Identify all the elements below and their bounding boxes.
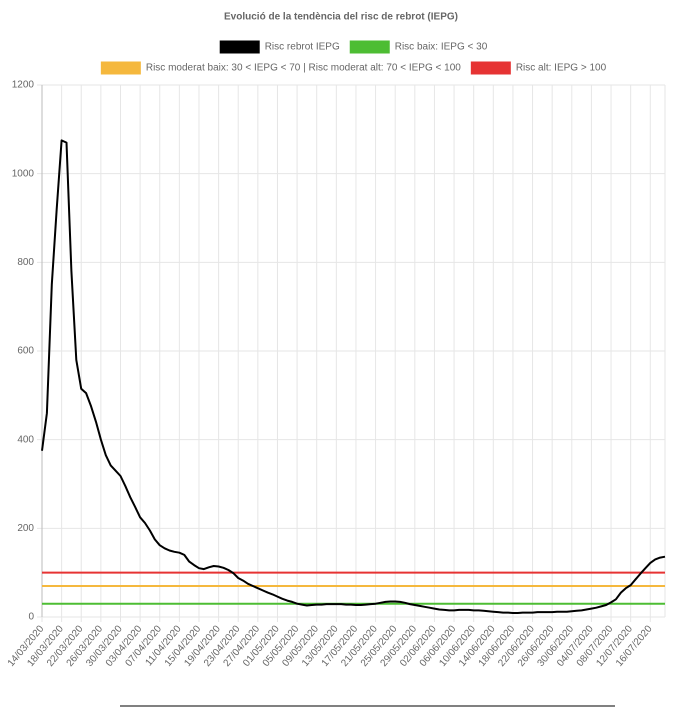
legend-swatch [100,61,141,75]
legend-label: Risc baix: IEPG < 30 [395,42,488,53]
chart-title: Evolució de la tendència del risc de reb… [224,12,458,23]
legend-label: Risc moderat baix: 30 < IEPG < 70 | Risc… [146,63,461,74]
y-tick-label: 800 [17,257,34,268]
y-tick-label: 600 [17,346,34,357]
legend-swatch [470,61,511,75]
y-tick-label: 0 [28,612,34,623]
legend-swatch [349,40,390,54]
legend-row: Risc moderat baix: 30 < IEPG < 70 | Risc… [100,61,607,75]
legend-label: Risc alt: IEPG > 100 [516,63,607,74]
y-tick-label: 200 [17,523,34,534]
legend-row: Risc rebrot IEPG Risc baix: IEPG < 30 [219,40,488,54]
y-tick-label: 1000 [12,168,35,179]
y-tick-label: 1200 [12,80,35,91]
legend-swatch [219,40,260,54]
data-line [41,139,666,614]
legend-label: Risc rebrot IEPG [265,42,340,53]
y-tick-label: 400 [17,434,34,445]
